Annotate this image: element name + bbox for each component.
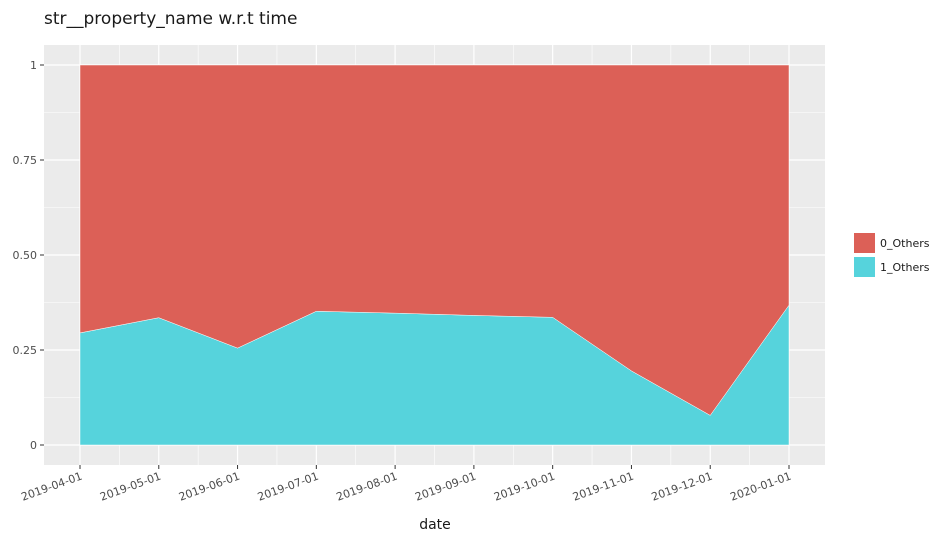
y-tick-label: 0.50 — [13, 249, 38, 262]
y-tick-label: 0.25 — [13, 344, 38, 357]
x-axis-label: date — [419, 517, 451, 533]
y-tick-label: 0 — [30, 439, 37, 452]
y-tick-label: 0.75 — [13, 154, 38, 167]
y-tick-label: 1 — [30, 59, 37, 72]
area-0_Others — [79, 64, 790, 416]
x-tick-label: 2019-06-01 — [177, 470, 242, 504]
legend-label-0_Others: 0_Others — [880, 237, 930, 250]
area-series-group — [79, 64, 790, 446]
legend-swatch-0_Others — [854, 233, 875, 253]
legend-label-1_Others: 1_Others — [880, 261, 930, 274]
chart-title: str__property_name w.r.t time — [44, 9, 297, 29]
legend: 0_Others 1_Others — [854, 233, 930, 277]
x-tick-label: 2020-01-01 — [728, 470, 793, 504]
x-tick-label: 2019-09-01 — [413, 470, 478, 504]
legend-swatch-1_Others — [854, 257, 875, 277]
x-tick-label: 2019-08-01 — [335, 470, 400, 504]
x-tick-label: 2019-07-01 — [256, 470, 321, 504]
x-tick-label: 2019-04-01 — [19, 470, 84, 504]
x-tick-label: 2019-12-01 — [650, 470, 715, 504]
x-tick-label: 2019-11-01 — [571, 470, 636, 504]
x-axis: 2019-04-01 2019-05-01 2019-06-01 2019-07-01… — [19, 465, 793, 504]
y-axis: 0 0.25 0.50 0.75 1 — [13, 59, 44, 452]
x-tick-label: 2019-05-01 — [98, 470, 163, 504]
x-tick-label: 2019-10-01 — [492, 470, 557, 504]
